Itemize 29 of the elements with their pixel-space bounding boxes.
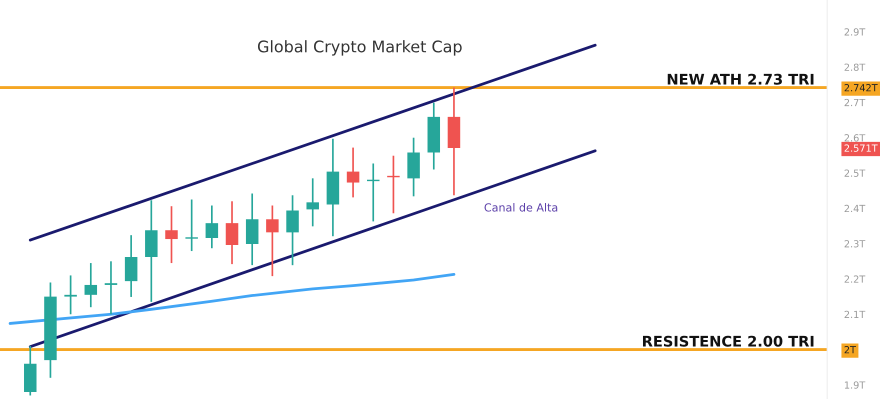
- candlestick: [387, 154, 400, 214]
- candlestick: [266, 204, 279, 277]
- candlestick: [306, 177, 319, 228]
- candlestick: [286, 194, 299, 266]
- y-tick-label: 2.4T: [844, 204, 866, 212]
- candlestick: [104, 260, 118, 316]
- y-tick-label: 2.1T: [844, 310, 866, 318]
- y-tick-label: 2.571T: [844, 144, 878, 152]
- y-tick-label: 2.9T: [844, 28, 866, 36]
- y-tick-label: 2.742T: [844, 84, 878, 92]
- y-tick-label: 2.5T: [844, 169, 866, 177]
- text: Global Crypto Market Cap: [258, 40, 462, 56]
- annotation: Canal de Alta: [484, 203, 558, 212]
- y-tick-label: 2.3T: [844, 240, 866, 248]
- y-tick-label: 2.6T: [844, 134, 866, 142]
- y-tick-label: 2.8T: [844, 64, 866, 71]
- y-tick-label: 2.2T: [844, 275, 866, 283]
- candlestick: [346, 146, 360, 198]
- y-tick-label: 2T: [844, 346, 856, 354]
- ref-line-label: RESISTENCE 2.00 TRI: [642, 336, 814, 347]
- y-tick-label: 1.9T: [844, 381, 866, 389]
- candlestick: [165, 205, 178, 264]
- line-series: [8, 272, 456, 325]
- candlestick: [84, 262, 98, 308]
- ref-line-label: NEW ATH 2.73 TRI: [668, 74, 814, 85]
- candlestick: [366, 162, 380, 222]
- y-tick-label: 2.7T: [844, 98, 866, 106]
- candlestick: [226, 200, 238, 265]
- candlestick: [206, 204, 218, 250]
